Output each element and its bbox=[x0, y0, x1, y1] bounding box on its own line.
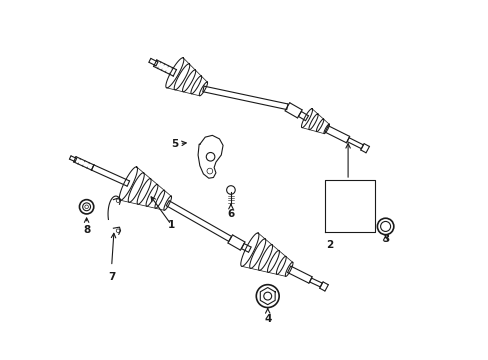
Text: 3: 3 bbox=[381, 234, 388, 244]
Text: 8: 8 bbox=[83, 225, 90, 235]
Text: 4: 4 bbox=[264, 314, 271, 324]
Text: 7: 7 bbox=[108, 272, 115, 282]
Text: 5: 5 bbox=[171, 139, 178, 149]
Text: 6: 6 bbox=[227, 209, 234, 219]
Text: 1: 1 bbox=[167, 220, 175, 230]
Text: 2: 2 bbox=[325, 240, 332, 249]
